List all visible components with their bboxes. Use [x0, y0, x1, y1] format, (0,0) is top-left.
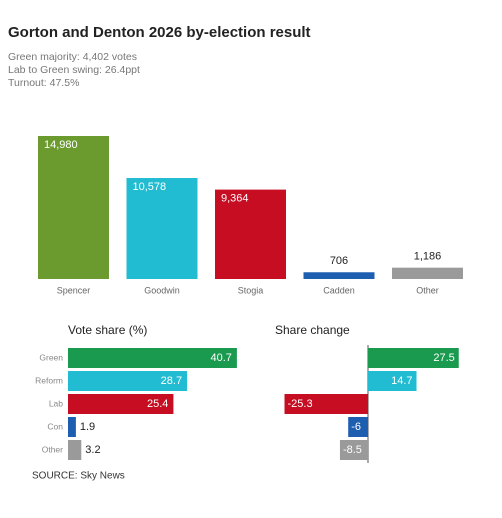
value-label: 706: [330, 255, 348, 267]
value-label: 14.7: [391, 375, 412, 387]
bar: [284, 394, 368, 414]
value-label: 1.9: [80, 421, 95, 433]
panel-title: Vote share (%): [68, 323, 147, 337]
y-tick-label: Green: [39, 352, 63, 362]
bar: [68, 394, 174, 414]
value-label: 28.7: [161, 375, 182, 387]
y-tick-label: Con: [47, 421, 63, 431]
value-label: -6: [351, 421, 361, 433]
value-label: 9,364: [221, 193, 249, 205]
bar: [68, 348, 237, 368]
value-label: 10,578: [133, 181, 167, 193]
value-label: -8.5: [343, 444, 362, 456]
value-label: 25.4: [147, 398, 168, 410]
bar: [348, 417, 368, 437]
bar: [68, 440, 82, 460]
bar: [368, 348, 459, 368]
y-tick-label: Lab: [49, 398, 63, 408]
y-tick-label: Reform: [35, 375, 63, 385]
bar: [215, 189, 286, 279]
bar: [368, 371, 417, 391]
bar: [68, 371, 188, 391]
panel-title: Share change: [275, 323, 350, 337]
x-tick-label: Cadden: [323, 285, 355, 295]
bar: [68, 417, 76, 437]
value-label: 27.5: [433, 352, 454, 364]
value-label: 40.7: [210, 352, 231, 364]
bar: [339, 440, 368, 460]
value-label: 1,186: [414, 251, 442, 263]
bar: [303, 272, 375, 279]
note: Green majority: 4,402 votes: [8, 51, 137, 63]
value-label: 14,980: [44, 139, 78, 151]
source: SOURCE: Sky News: [32, 471, 125, 482]
bar: [126, 178, 198, 279]
note: Turnout: 47.5%: [8, 77, 79, 89]
chart-title: Gorton and Denton 2026 by-election resul…: [8, 24, 311, 41]
bar: [38, 136, 109, 279]
x-tick-label: Stogia: [238, 285, 264, 295]
x-tick-label: Goodwin: [144, 285, 180, 295]
note: Lab to Green swing: 26.4ppt: [8, 64, 140, 76]
x-tick-label: Other: [416, 285, 439, 295]
x-tick-label: Spencer: [57, 285, 91, 295]
bar: [392, 267, 463, 279]
y-tick-label: Other: [42, 444, 63, 454]
value-label: -25.3: [288, 398, 313, 410]
value-label: 3.2: [85, 444, 100, 456]
